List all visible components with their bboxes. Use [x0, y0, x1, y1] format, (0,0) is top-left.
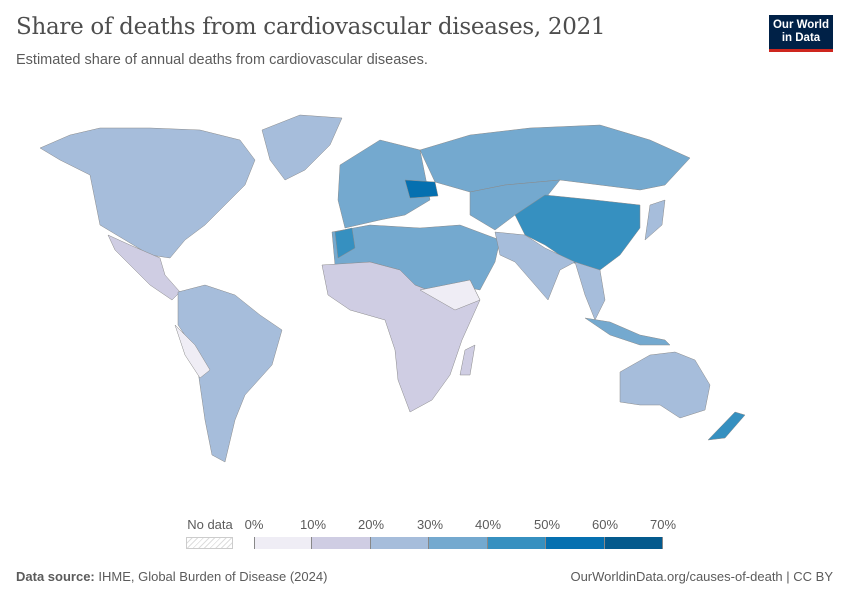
legend-tick: 60%	[591, 517, 619, 532]
region-europe[interactable]	[337, 139, 431, 229]
region-southeast-asia[interactable]	[574, 261, 606, 321]
legend-bin[interactable]	[546, 537, 605, 549]
region-japan[interactable]	[644, 199, 666, 241]
region-new-zealand[interactable]	[707, 411, 746, 441]
region-australia[interactable]	[619, 351, 711, 419]
region-indonesia[interactable]	[584, 317, 671, 346]
legend-tick: 40%	[474, 517, 502, 532]
region-greenland[interactable]	[261, 114, 343, 181]
region-morocco[interactable]	[334, 227, 356, 259]
chart-title: Share of deaths from cardiovascular dise…	[16, 14, 606, 40]
legend-tick: 70%	[649, 517, 677, 532]
region-horn-of-africa[interactable]	[419, 279, 481, 311]
region-ukraine[interactable]	[404, 179, 439, 199]
data-source-text: IHME, Global Burden of Disease (2024)	[98, 569, 328, 584]
region-central-america[interactable]	[107, 234, 181, 301]
chart-subtitle: Estimated share of annual deaths from ca…	[16, 52, 428, 68]
data-source: Data source: IHME, Global Burden of Dise…	[16, 569, 327, 584]
region-north-america[interactable]	[39, 127, 256, 259]
region-china[interactable]	[514, 194, 641, 271]
region-peru-bolivia[interactable]	[174, 324, 211, 379]
legend-tick: 0%	[244, 517, 264, 532]
owid-logo[interactable]: Our World in Data	[769, 15, 833, 52]
legend-tick: 50%	[533, 517, 561, 532]
legend-bin[interactable]	[254, 537, 313, 549]
legend-bin[interactable]	[429, 537, 488, 549]
legend-bin[interactable]	[370, 537, 430, 549]
legend-no-data-label: No data	[187, 517, 233, 532]
legend-no-data-swatch	[186, 537, 233, 549]
legend-tick: 10%	[299, 517, 327, 532]
data-source-label: Data source:	[16, 569, 95, 584]
region-madagascar[interactable]	[459, 344, 476, 376]
source-link[interactable]: OurWorldinData.org/causes-of-death | CC …	[570, 569, 833, 584]
legend-tick: 20%	[357, 517, 385, 532]
region-south-asia[interactable]	[494, 231, 576, 301]
region-south-america[interactable]	[177, 284, 283, 463]
legend-bin[interactable]	[312, 537, 371, 549]
legend-bin[interactable]	[487, 537, 547, 549]
legend-bin[interactable]	[604, 537, 663, 549]
legend-tick: 30%	[416, 517, 444, 532]
